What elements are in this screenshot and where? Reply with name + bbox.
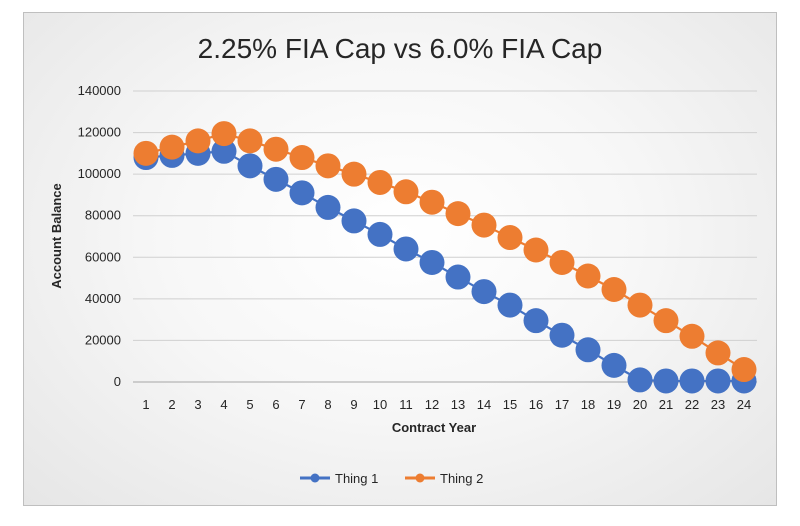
x-tick-label: 7 [298,397,305,412]
data-point [471,279,497,305]
x-tick-label: 19 [607,397,621,412]
x-tick-label: 11 [399,397,413,412]
data-point [419,249,445,275]
data-point [497,225,523,251]
y-tick-label: 140000 [78,83,121,98]
data-point [315,194,341,220]
x-tick-label: 8 [324,397,331,412]
data-point [523,308,549,334]
data-point [367,221,393,247]
x-tick-label: 24 [737,397,751,412]
x-tick-label: 5 [246,397,253,412]
data-point [289,180,315,206]
data-point [159,134,185,160]
data-point [211,121,237,147]
plot-series [133,121,757,394]
x-tick-label: 23 [711,397,725,412]
chart-title: 2.25% FIA Cap vs 6.0% FIA Cap [198,33,603,64]
series-line [145,150,744,383]
data-point [341,208,367,234]
y-tick-label: 20000 [85,332,121,347]
y-axis-ticks: 0 20000 40000 60000 80000 100000 120000 140000 [78,83,121,389]
x-tick-label: 15 [503,397,517,412]
x-tick-label: 22 [685,397,699,412]
data-point [549,249,575,275]
data-point [653,368,679,394]
y-tick-label: 0 [114,374,121,389]
data-point [627,292,653,318]
data-point [237,128,263,154]
legend: Thing 1 Thing 2 [300,471,483,486]
y-tick-label: 100000 [78,166,121,181]
data-point [705,340,731,366]
data-point [211,138,237,164]
data-point [445,264,471,290]
data-point [731,357,757,383]
data-point [575,263,601,289]
series-line [145,132,745,371]
legend-marker [415,473,425,483]
data-point [705,368,731,394]
y-tick-label: 80000 [85,208,121,223]
data-point [445,201,471,227]
data-point [133,140,159,166]
x-tick-label: 2 [168,397,175,412]
legend-item: Thing 2 [405,471,483,486]
data-point [263,166,289,192]
x-tick-label: 21 [659,397,673,412]
x-tick-label: 9 [350,397,357,412]
legend-label: Thing 2 [440,471,483,486]
legend-marker [310,473,320,483]
x-tick-label: 3 [194,397,201,412]
y-tick-label: 120000 [78,125,121,140]
data-point [679,323,705,349]
y-axis-title: Account Balance [49,183,64,288]
data-point [419,189,445,215]
data-point [601,277,627,303]
data-point [523,237,549,263]
y-tick-label: 60000 [85,249,121,264]
data-point [263,136,289,162]
data-point [289,145,315,171]
data-point [497,292,523,318]
data-point [653,308,679,334]
gridlines [133,90,757,383]
x-axis-title: Contract Year [392,420,476,435]
data-point [627,367,653,393]
x-tick-label: 14 [477,397,491,412]
y-tick-label: 40000 [85,291,121,306]
legend-label: Thing 1 [335,471,378,486]
x-tick-label: 12 [425,397,439,412]
x-tick-label: 1 [142,397,149,412]
data-point [549,322,575,348]
series-2 [133,121,757,383]
x-tick-label: 13 [451,397,465,412]
x-tick-label: 18 [581,397,595,412]
data-point [185,128,211,154]
data-point [575,337,601,363]
data-point [367,169,393,195]
series-1 [133,138,757,394]
data-point [393,179,419,205]
data-point [601,352,627,378]
x-tick-label: 17 [555,397,569,412]
data-point [679,368,705,394]
x-tick-label: 20 [633,397,647,412]
x-tick-label: 6 [272,397,279,412]
data-point [393,236,419,262]
x-tick-label: 10 [373,397,387,412]
x-tick-label: 4 [220,397,227,412]
x-axis-ticks: 1 2 3 4 5 6 7 8 9 10 11 12 13 14 15 16 17 18 19 20 21 22 23 24 [142,397,751,412]
legend-item: Thing 1 [300,471,378,486]
data-point [471,212,497,238]
data-point [237,153,263,179]
x-tick-label: 16 [529,397,543,412]
data-point [341,161,367,187]
data-point [315,153,341,179]
